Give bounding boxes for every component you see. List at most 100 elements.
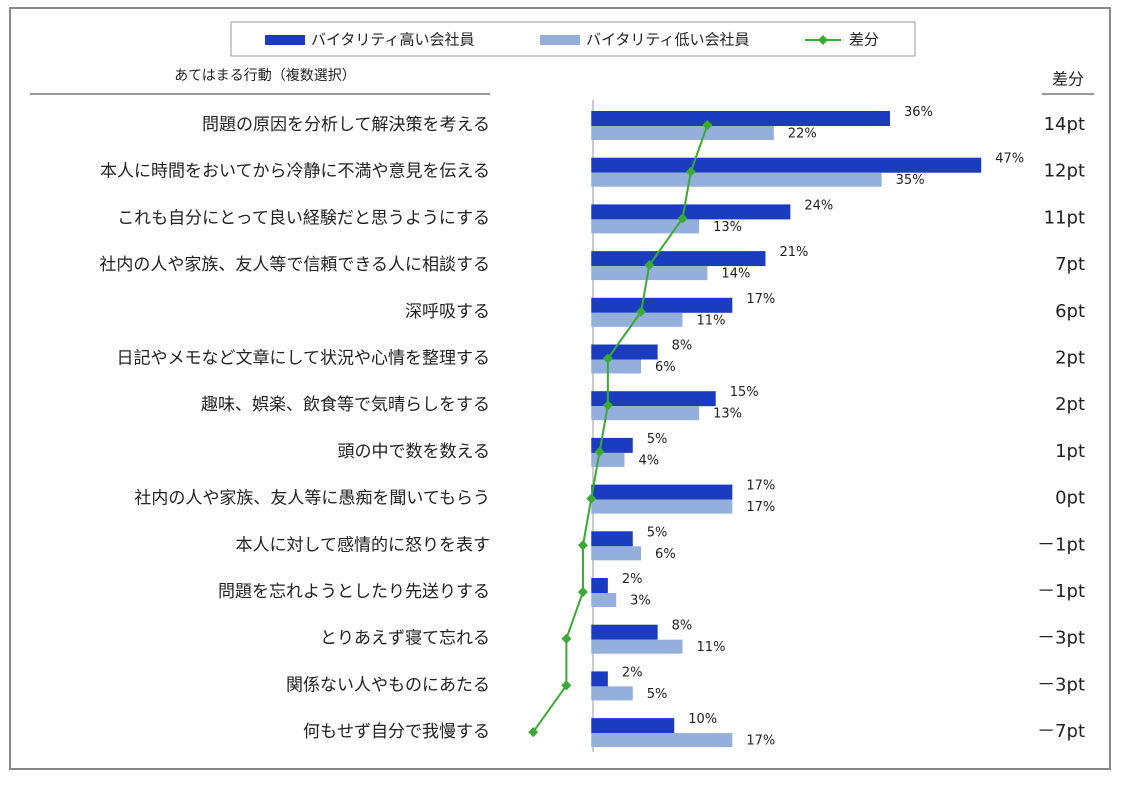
category-label: 本人に時間をおいてから冷静に不満や意見を伝える <box>100 162 490 182</box>
diff-label: －1pt <box>1037 534 1085 555</box>
value-label: 8% <box>672 339 693 354</box>
value-label: 13% <box>713 407 742 422</box>
diff-label: －1pt <box>1037 581 1085 602</box>
value-label: 17% <box>746 500 775 515</box>
bar <box>591 686 633 701</box>
diff-label: 2pt <box>1055 348 1085 369</box>
category-label: 問題を忘れようとしたり先送りする <box>218 582 490 602</box>
diff-marker <box>561 680 572 691</box>
bar <box>591 671 608 687</box>
diff-label: －3pt <box>1037 628 1085 649</box>
value-label: 3% <box>630 594 651 609</box>
value-label: 36% <box>904 105 933 120</box>
bar <box>591 172 882 187</box>
diff-label: 12pt <box>1044 161 1085 182</box>
category-label: 頭の中で数を数える <box>338 442 491 462</box>
value-label: 17% <box>746 734 775 749</box>
value-label: 17% <box>746 292 775 307</box>
bar <box>591 484 733 500</box>
value-label: 5% <box>647 687 668 702</box>
bar <box>591 639 683 654</box>
diff-label: 2pt <box>1055 394 1085 415</box>
bar <box>591 499 733 514</box>
category-label: これも自分にとって良い経験だと思うようにする <box>117 208 490 228</box>
category-label: 深呼吸する <box>405 302 490 322</box>
bar <box>591 452 625 467</box>
bar <box>591 718 675 734</box>
category-label: 日記やメモなど文章にして状況や心情を整理する <box>117 349 491 369</box>
diff-marker <box>561 633 572 644</box>
diff-header: 差分 <box>1052 70 1084 89</box>
diff-marker <box>577 587 588 597</box>
category-label: とりあえず寝て忘れる <box>320 628 490 649</box>
diff-label: －7pt <box>1037 721 1085 742</box>
category-label: 関係ない人やものにあたる <box>286 675 490 695</box>
frame <box>9 7 1111 770</box>
bar <box>591 126 774 140</box>
diff-marker <box>677 213 688 224</box>
column-header: あてはまる行動（複数選択） <box>174 67 355 84</box>
bar <box>591 219 700 234</box>
bar <box>591 391 716 407</box>
value-label: 5% <box>647 432 668 447</box>
value-label: 8% <box>672 619 693 634</box>
bar <box>591 111 890 126</box>
value-label: 24% <box>804 198 833 213</box>
value-label: 6% <box>655 360 676 375</box>
bar <box>591 531 633 547</box>
bar <box>591 546 642 561</box>
diff-marker <box>685 166 696 177</box>
bar <box>591 593 617 607</box>
value-label: 4% <box>638 453 659 468</box>
bar <box>591 204 791 220</box>
diff-label: 1pt <box>1055 441 1085 462</box>
diff-marker <box>636 306 647 317</box>
bar <box>591 251 766 267</box>
bar <box>591 733 733 748</box>
legend-marker <box>818 35 828 45</box>
diff-marker <box>586 493 597 504</box>
value-label: 14% <box>721 267 750 282</box>
category-label: 社内の人や家族、友人等に愚痴を聞いてもらう <box>134 489 490 509</box>
diff-marker <box>594 446 605 457</box>
value-label: 11% <box>697 313 726 328</box>
bar <box>591 624 658 640</box>
diff-label: 6pt <box>1055 301 1085 322</box>
diff-label: －3pt <box>1037 674 1085 695</box>
diff-line <box>532 124 709 733</box>
diff-marker <box>528 727 539 738</box>
bar <box>591 359 642 374</box>
diff-label: 7pt <box>1055 254 1085 275</box>
value-label: 47% <box>995 152 1024 167</box>
category-label: 社内の人や家族、友人等で信頼できる人に相談する <box>99 255 490 275</box>
value-label: 10% <box>688 712 717 727</box>
value-label: 5% <box>647 525 668 540</box>
diff-marker <box>577 540 588 551</box>
diff-label: 14pt <box>1044 114 1085 135</box>
bar <box>591 157 982 173</box>
value-label: 11% <box>697 640 726 655</box>
diff-label: 0pt <box>1055 488 1085 509</box>
bar <box>591 297 733 313</box>
value-label: 22% <box>788 127 817 142</box>
bar <box>591 266 708 281</box>
bar <box>591 578 608 593</box>
value-label: 35% <box>896 173 925 188</box>
value-label: 15% <box>730 385 759 400</box>
value-label: 21% <box>780 245 809 260</box>
bar <box>591 406 700 421</box>
value-label: 2% <box>622 572 643 587</box>
diff-marker <box>602 353 613 364</box>
diff-marker <box>702 120 713 130</box>
value-label: 6% <box>655 547 676 562</box>
legend-swatch <box>540 35 580 45</box>
diff-label: 11pt <box>1044 207 1085 228</box>
category-label: 本人に対して感情的に怒りを表す <box>236 535 491 555</box>
legend-swatch <box>265 35 305 45</box>
diff-marker <box>602 400 613 411</box>
value-label: 13% <box>713 220 742 235</box>
category-label: 問題の原因を分析して解決策を考える <box>202 115 490 135</box>
legend-label: バイタリティ低い会社員 <box>586 31 750 49</box>
legend-label: バイタリティ高い会社員 <box>311 31 475 49</box>
bar <box>591 312 683 327</box>
